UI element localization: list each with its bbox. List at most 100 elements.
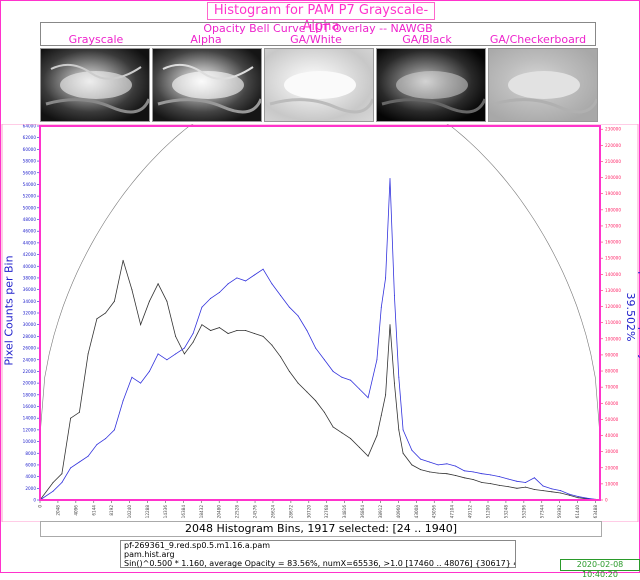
file-info: pf-269361_9.red.sp0.5.m1.16.a.pam pam.hi… [120, 540, 516, 568]
right-tick-label: 200000 [605, 175, 621, 180]
x-tick-label: 8192 [109, 505, 114, 516]
x-tick-label: 55296 [521, 505, 526, 519]
data-point-blue [96, 444, 98, 445]
thumbnail-grayscale[interactable] [40, 48, 150, 122]
left-tick-label: 56000 [23, 170, 37, 175]
data-point-black [306, 391, 308, 393]
chart-area: 0 2000 4000 6000 8000 10000 12000 14000 16000 180… [0, 123, 640, 523]
data-point-black [315, 400, 317, 402]
data-point-blue [490, 474, 492, 476]
data-point-black [78, 411, 80, 413]
thumb-label-ga-white: GA/White [290, 33, 342, 46]
data-point-blue [140, 382, 142, 384]
data-point-black [350, 438, 352, 440]
data-point-black [148, 300, 150, 302]
data-point-black [122, 259, 124, 261]
x-tick-label: 22528 [235, 505, 240, 519]
data-point-black [542, 490, 544, 492]
right-tick-label: 40000 [605, 433, 619, 438]
plot-frame [39, 125, 601, 501]
left-tick-label: 40000 [23, 264, 37, 269]
data-point-blue [507, 478, 509, 480]
file-info-line-1: pf-269361_9.red.sp0.5.m1.16.a.pam [124, 541, 271, 550]
thumb-label-alpha: Alpha [190, 33, 222, 46]
right-tick-label: 60000 [605, 401, 619, 406]
x-tick-label: 0 [38, 505, 43, 508]
data-point-blue [420, 458, 422, 460]
data-point-blue [586, 497, 588, 499]
left-tick-label: 8000 [25, 451, 36, 456]
right-tick-label: 30000 [605, 449, 619, 454]
data-point-blue [157, 353, 159, 355]
left-tick-label: 46000 [23, 229, 37, 234]
thumbnail-row [40, 48, 600, 122]
data-point-black [236, 330, 238, 331]
data-point-blue [332, 370, 334, 372]
left-tick-label: 6000 [25, 462, 36, 467]
left-tick-label: 58000 [23, 159, 37, 164]
data-point-black [516, 487, 518, 489]
data-point-blue [210, 297, 212, 299]
data-point-blue [323, 359, 325, 361]
left-tick-label: 36000 [23, 287, 37, 292]
data-point-blue [437, 464, 439, 466]
x-tick-label: 30720 [306, 505, 311, 519]
left-tick-label: 20000 [23, 381, 37, 386]
data-point-black [411, 464, 413, 466]
data-point-blue [525, 482, 527, 483]
data-point-black [376, 435, 378, 437]
left-tick-label: 38000 [23, 275, 37, 280]
left-tick-label: 54000 [23, 182, 37, 187]
left-tick-label: 4000 [25, 474, 36, 479]
thumbnail-ga-white[interactable] [264, 48, 374, 122]
data-point-blue [455, 465, 457, 467]
data-point-blue [87, 455, 89, 457]
right-tick-label: 160000 [605, 240, 621, 245]
right-tick-label: 70000 [605, 385, 619, 390]
x-tick-label: 16384 [181, 505, 186, 519]
data-point-blue [280, 295, 282, 296]
right-tick-label: 220000 [605, 143, 621, 148]
data-point-blue [533, 477, 535, 479]
x-tick-label: 26624 [270, 505, 275, 519]
x-tick-label: 34816 [342, 505, 347, 519]
data-point-blue [166, 359, 168, 361]
left-tick-label: 10000 [23, 439, 37, 444]
left-tick-label: 0 [33, 498, 36, 503]
data-point-blue [398, 376, 400, 378]
data-point-blue [428, 461, 430, 463]
left-tick-label: 60000 [23, 147, 37, 152]
data-point-blue [367, 397, 369, 399]
data-point-black [398, 429, 400, 431]
data-point-black [323, 411, 325, 413]
data-point-black [262, 335, 264, 337]
thumbnail-alpha[interactable] [152, 48, 262, 122]
left-tick-label: 26000 [23, 346, 37, 351]
histogram-chart: 0 2000 4000 6000 8000 10000 12000 14000 16000 180… [1, 123, 639, 523]
data-point-blue [315, 347, 317, 349]
data-point-blue [201, 306, 203, 308]
data-point-black [271, 344, 273, 346]
data-point-blue [385, 277, 387, 279]
data-point-blue [253, 274, 255, 276]
left-tick-label: 42000 [23, 252, 37, 257]
x-tick-label: 24576 [253, 505, 258, 519]
x-axis-label: 2048 Histogram Bins, 1917 selected: [24 … [40, 521, 602, 537]
x-tick-label: 4096 [73, 505, 78, 516]
thumbnail-header: Opacity Bell Curve LUT Overlay -- NAWGB … [40, 22, 596, 46]
left-tick-label: 22000 [23, 369, 37, 374]
data-point-blue [236, 277, 238, 279]
thumbnail-ga-checkerboard[interactable] [488, 48, 598, 122]
data-point-blue [183, 347, 185, 349]
x-tick-label: 32768 [324, 505, 329, 519]
thumbnail-ga-black[interactable] [376, 48, 486, 122]
x-tick-label: 49152 [468, 505, 473, 519]
data-point-blue [393, 295, 395, 296]
data-point-blue [380, 306, 382, 308]
data-point-black [183, 353, 185, 355]
x-tick-label: 45056 [432, 505, 437, 519]
data-point-blue [341, 376, 343, 378]
subtitle: Opacity Bell Curve LUT Overlay -- NAWGB [203, 22, 433, 35]
file-info-line-2: pam.hist.arg [124, 550, 175, 559]
data-point-black [533, 489, 535, 490]
